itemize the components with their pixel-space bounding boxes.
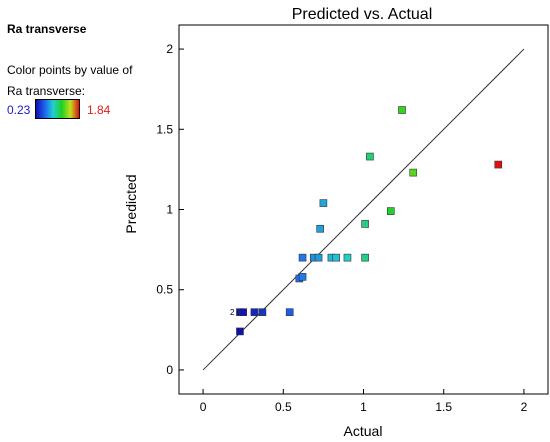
data-point-4: [258, 308, 267, 316]
color-by-label: Color points by value of: [7, 63, 133, 77]
x-tick-label: 0.5: [275, 400, 292, 414]
data-point-12: [319, 199, 328, 207]
point-count-annotation: 2: [230, 308, 235, 317]
color-legend-panel: Ra transverse Color points by value of R…: [0, 0, 175, 140]
chart-title: Predicted vs. Actual: [292, 6, 433, 23]
data-point-0: [236, 327, 244, 336]
y-tick-label: 1: [166, 203, 173, 217]
response-title: Ra transverse: [7, 22, 87, 36]
data-point-22: [494, 160, 503, 169]
color-by-variable: Ra transverse:: [7, 84, 86, 98]
data-point-16: [361, 253, 369, 262]
reference-line: [202, 48, 525, 371]
data-point-2: [239, 308, 247, 316]
data-point-20: [398, 106, 406, 114]
data-point-18: [366, 152, 374, 161]
data-points: [236, 106, 503, 336]
axis-ticks: 0 0.5 1 1.5 2 0 0.5 1 1.5 2: [156, 42, 527, 414]
data-point-14: [332, 253, 341, 262]
x-tick-label: 0: [200, 400, 207, 414]
y-tick-label: 0: [166, 363, 173, 377]
y-tick-label: 2: [166, 42, 173, 56]
x-tick-label: 1.5: [435, 400, 452, 414]
x-tick-label: 2: [521, 400, 528, 414]
data-point-19: [386, 207, 395, 215]
y-tick-label: 0.5: [156, 283, 173, 297]
data-point-21: [409, 168, 418, 177]
data-point-15: [343, 253, 352, 262]
data-point-11: [316, 224, 324, 233]
y-axis-label: Predicted: [123, 174, 139, 233]
data-point-10: [314, 253, 323, 262]
x-tick-label: 1: [360, 400, 367, 414]
data-point-8: [298, 253, 307, 262]
data-point-7: [298, 273, 307, 281]
colorbar-max-label: 1.84: [87, 103, 111, 117]
colorbar-min-label: 0.23: [7, 103, 31, 117]
data-point-5: [285, 308, 294, 316]
colorbar: [35, 99, 80, 119]
data-point-17: [361, 220, 369, 228]
y-tick-label: 1.5: [156, 122, 173, 136]
data-point-3: [250, 308, 259, 316]
x-axis-label: Actual: [344, 423, 383, 439]
